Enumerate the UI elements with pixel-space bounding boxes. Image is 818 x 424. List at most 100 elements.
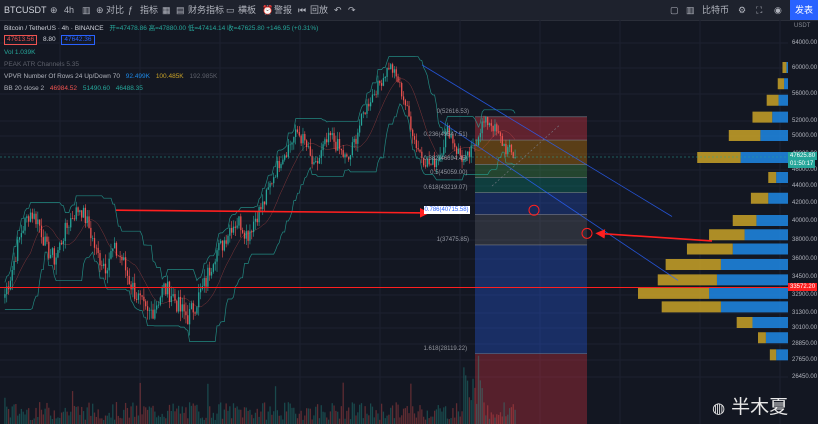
volume-bar [390, 407, 392, 424]
indicators-icon[interactable]: ƒ [128, 5, 134, 15]
layout-button[interactable]: 横板 [238, 5, 257, 15]
volume-bar [313, 415, 315, 424]
candle-body [179, 296, 182, 312]
volume-profile-down [732, 215, 757, 226]
volume-bar [156, 417, 158, 424]
volume-bar [426, 410, 428, 424]
volume-bar [247, 410, 249, 424]
publish-button[interactable]: 发表 [790, 0, 818, 20]
alert-icon[interactable]: ⏰ [262, 5, 274, 15]
volume-bar [207, 383, 209, 424]
volume-bar [106, 415, 108, 424]
candle-body [481, 121, 483, 134]
candle-body [35, 213, 37, 225]
settings-icon[interactable]: ⚙ [738, 5, 747, 15]
price-tick-label: 50000.00 [792, 133, 818, 139]
candle-body [437, 160, 439, 161]
compare-button[interactable]: 对比 [106, 5, 125, 15]
fullscreen-icon[interactable]: ⛶ [756, 5, 763, 15]
candle-body [194, 312, 196, 314]
candle-body [284, 155, 286, 160]
candle-body [126, 270, 129, 276]
undo-icon[interactable]: ↶ [334, 5, 342, 15]
candle-body [135, 298, 138, 300]
volume-bar [135, 405, 138, 424]
window-icon[interactable]: ▢ [670, 5, 679, 15]
volume-bar [300, 410, 302, 424]
template-icon[interactable]: ▦ [162, 5, 171, 15]
candle-body [112, 248, 114, 251]
candle-body [28, 216, 30, 222]
volume-bar [335, 410, 337, 424]
candle-body [402, 96, 405, 101]
buy-price[interactable]: 47642.36 [61, 35, 95, 45]
volume-profile-down [750, 192, 769, 204]
candle-body [395, 69, 397, 77]
volume-bar [4, 397, 6, 424]
timezone-button[interactable]: 比特币 [702, 5, 730, 15]
replay-icon[interactable]: ⏮ [298, 5, 307, 15]
volume-bar [101, 418, 103, 424]
plus-icon[interactable]: ⊕ [50, 5, 58, 15]
sell-price[interactable]: 47613.56 [4, 35, 38, 45]
volume-bar [11, 406, 13, 424]
volume-bar [315, 406, 317, 424]
volume-bar [227, 410, 229, 424]
candle-body [75, 207, 77, 220]
volume-bar [66, 411, 68, 424]
layout-grid-icon[interactable]: ▥ [686, 5, 695, 15]
candle-body [199, 288, 202, 293]
candle-body [340, 148, 343, 151]
volume-profile-up [709, 287, 788, 299]
candle-body [209, 267, 211, 276]
financials-button[interactable]: 财务指标 [188, 5, 225, 15]
indicators-button[interactable]: 指标 [140, 5, 159, 15]
camera-icon[interactable]: ◉ [774, 5, 782, 15]
candle-body [274, 176, 277, 178]
interval-button[interactable]: 4h [64, 5, 75, 15]
candles-icon[interactable]: ▥ [82, 5, 91, 15]
candle-body [245, 231, 247, 239]
bollinger-bands [4, 56, 516, 342]
volume-bar [443, 407, 445, 424]
candle-body [316, 161, 319, 164]
volume-bar [342, 382, 344, 424]
candle-body [163, 283, 165, 288]
alert-button[interactable]: 警报 [274, 5, 293, 15]
volume-bar [130, 406, 132, 424]
candle-body [479, 133, 481, 138]
candle-body [117, 255, 119, 257]
price-tick-label: 27650.00 [792, 357, 818, 363]
layout-icon[interactable]: ▭ [226, 5, 235, 15]
volume-bar [282, 419, 284, 424]
candle-body [165, 283, 167, 295]
compare-icon[interactable]: ⊕ [96, 5, 104, 15]
volume-bar [371, 406, 374, 424]
volume-bar [188, 402, 191, 424]
candle-body [148, 310, 151, 312]
candle-body [254, 218, 257, 222]
volume-profile-up [716, 274, 788, 286]
replay-button[interactable]: 回放 [310, 5, 329, 15]
axis-currency: USDT [794, 23, 811, 29]
volume-profile-up [744, 229, 788, 241]
candle-body [285, 155, 288, 157]
candle-body [121, 256, 123, 261]
symbol-search[interactable]: BTCUSDT [4, 5, 47, 15]
volume-bar [344, 418, 346, 424]
volume-bar [167, 410, 169, 424]
candle-body [48, 241, 50, 259]
volume-bar [351, 402, 353, 424]
volume-bar [104, 415, 107, 424]
volume-bar [318, 418, 321, 424]
volume-profile-down [686, 243, 733, 255]
volume-profile-up [732, 243, 788, 255]
volume-bar [428, 418, 430, 424]
candle-body [512, 152, 514, 159]
financials-icon[interactable]: ▤ [176, 5, 185, 15]
volume-bar [79, 414, 81, 424]
redo-icon[interactable]: ↷ [348, 5, 356, 15]
volume-bar [40, 409, 43, 424]
volume-bar [364, 406, 366, 424]
